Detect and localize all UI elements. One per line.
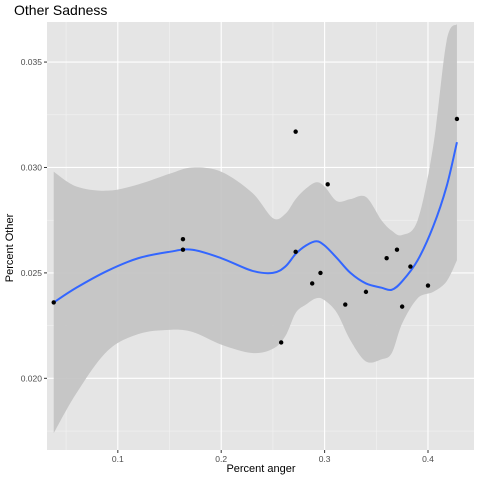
y-axis: 0.020 0.025 0.030 0.035 xyxy=(21,57,47,383)
data-point xyxy=(408,264,413,269)
data-point xyxy=(180,236,186,242)
data-point xyxy=(343,302,348,307)
data-point xyxy=(180,247,186,252)
data-point xyxy=(384,255,389,261)
y-tick-label: 0.035 xyxy=(21,57,43,67)
data-point xyxy=(325,182,330,187)
confidence-band xyxy=(53,24,457,434)
data-point xyxy=(51,300,56,305)
x-tick-label: 0.2 xyxy=(215,454,227,464)
data-point xyxy=(454,116,460,122)
data-points xyxy=(51,116,460,345)
data-point xyxy=(318,270,323,276)
data-point xyxy=(293,249,298,255)
y-tick-label: 0.020 xyxy=(21,373,43,383)
x-axis-title: Percent anger xyxy=(226,463,295,475)
chart-title: Other Sadness xyxy=(14,2,107,18)
data-point xyxy=(278,340,284,345)
smooth-line xyxy=(53,141,458,304)
data-point xyxy=(363,289,369,295)
data-point xyxy=(399,304,405,309)
data-point xyxy=(425,283,431,288)
x-tick-label: 0.4 xyxy=(422,454,434,464)
x-axis: 0.1 0.2 0.3 0.4 xyxy=(112,450,434,464)
y-axis-title: Percent Other xyxy=(4,213,16,282)
x-tick-label: 0.1 xyxy=(112,454,124,464)
data-point xyxy=(309,281,315,286)
y-tick-label: 0.030 xyxy=(21,162,43,172)
data-point xyxy=(394,247,400,252)
x-tick-label: 0.3 xyxy=(319,454,331,464)
y-tick-label: 0.025 xyxy=(21,268,43,278)
data-point xyxy=(293,129,298,134)
